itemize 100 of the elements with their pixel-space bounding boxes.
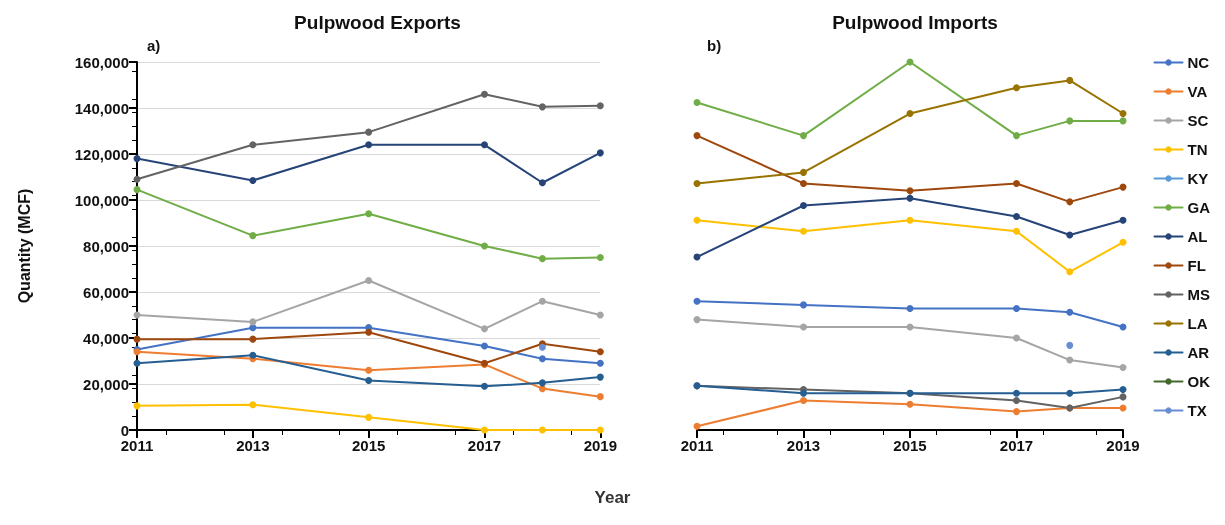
legend-label: KY [1187,170,1209,187]
y-tick-label: 60,000 [83,283,129,301]
point [693,297,701,305]
point [1066,76,1074,84]
point [693,98,701,106]
point [133,175,141,183]
y-tick-label: 140,000 [74,99,129,117]
point [365,413,373,421]
point [249,176,257,184]
y-tick-label: 160,000 [74,53,129,71]
point [596,359,604,367]
legend-label: NC [1187,54,1210,71]
point [365,277,373,284]
point [596,102,604,110]
point [1013,179,1020,187]
point [800,179,807,187]
point [1013,389,1020,397]
point [1066,117,1074,125]
point [596,348,604,356]
point [1119,110,1127,118]
legend-label: AR [1187,344,1210,361]
point [365,328,373,336]
y-axis-title: Quantity (MCF) [15,188,33,304]
point [480,242,488,250]
point [693,179,701,187]
point [1119,363,1127,371]
legend-label: MS [1187,286,1210,303]
x-tick-label: 2013 [786,437,821,454]
legend-label: TN [1187,141,1208,158]
point [1013,397,1020,405]
point [1066,198,1074,206]
point [1119,386,1127,394]
point [538,426,546,434]
x-tick-label: 2011 [120,437,154,454]
legend-label: SC [1187,112,1209,129]
legend-label: LA [1187,315,1208,332]
point [249,401,257,409]
point [480,342,488,350]
point [800,227,807,235]
point [480,90,488,98]
point [1066,356,1074,364]
point [538,297,546,305]
point [365,366,373,374]
point [906,400,914,408]
y-tick-label: 20,000 [83,375,129,393]
point [249,318,257,326]
point [1013,408,1020,416]
point [1013,227,1020,235]
text: a) [147,37,161,54]
chart-title: Pulpwood Exports [294,12,461,33]
legend-label: GA [1187,199,1211,216]
point [693,422,701,430]
point [596,393,604,401]
point [800,202,807,210]
point [480,141,488,149]
point [249,351,257,359]
point [1119,216,1127,224]
point [538,103,546,111]
legend-label: AL [1187,228,1208,245]
point [693,216,701,224]
point [693,316,701,324]
point [1066,389,1074,397]
point [693,132,701,140]
legend-label: FL [1187,257,1206,274]
text: b) [707,37,722,54]
point [365,210,373,218]
x-tick-label: 2015 [351,437,386,454]
point [1066,308,1074,316]
point [800,301,807,309]
x-tick-label: 2015 [893,437,927,454]
point [365,128,373,136]
point [480,426,488,434]
x-tick-label: 2019 [1106,437,1140,454]
point [133,186,141,194]
point [800,132,807,140]
point [133,155,141,163]
point [596,426,604,434]
point [538,355,546,363]
point [596,254,604,261]
point [365,141,373,149]
point [538,379,546,387]
legend-label: TX [1187,402,1207,419]
point [249,335,257,343]
point [480,382,488,390]
y-tick-label: 40,000 [83,329,129,347]
point [906,110,914,118]
point [365,377,373,385]
point [249,232,257,240]
x-tick-label: 2017 [999,437,1034,454]
point [1013,334,1020,342]
y-tick-label: 0 [120,421,129,439]
point [596,149,604,157]
x-tick-label: 2017 [467,437,502,454]
y-tick-label: 80,000 [83,237,129,255]
point [249,141,257,149]
point [1119,238,1127,246]
point [1066,231,1074,239]
x-axis-title: Year [593,488,632,508]
point [480,325,488,333]
point [906,187,914,195]
